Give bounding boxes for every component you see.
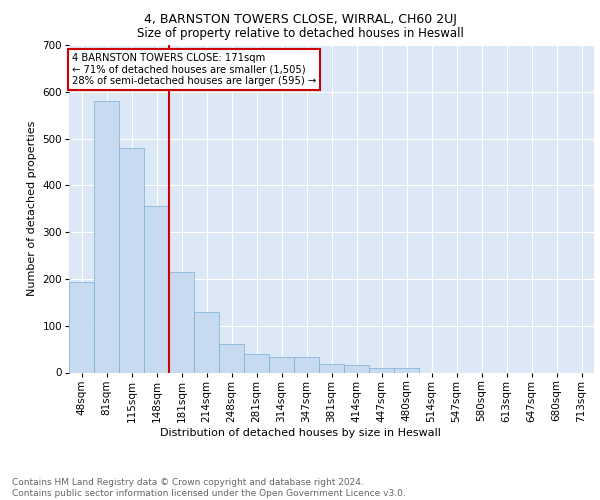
Bar [219,344,244,372]
Bar [144,206,169,372]
Text: Distribution of detached houses by size in Heswall: Distribution of detached houses by size … [160,428,440,438]
Y-axis label: Number of detached properties: Number of detached properties [27,121,37,296]
Bar [69,282,94,372]
Bar [94,101,119,372]
Bar [244,354,269,372]
Bar [294,357,319,372]
Bar [169,272,194,372]
Bar [194,312,219,372]
Text: Contains HM Land Registry data © Crown copyright and database right 2024.
Contai: Contains HM Land Registry data © Crown c… [12,478,406,498]
Bar [369,368,394,372]
Bar [394,368,419,372]
Text: Size of property relative to detached houses in Heswall: Size of property relative to detached ho… [137,28,463,40]
Bar [344,364,369,372]
Bar [119,148,144,372]
Bar [319,364,344,372]
Text: 4, BARNSTON TOWERS CLOSE, WIRRAL, CH60 2UJ: 4, BARNSTON TOWERS CLOSE, WIRRAL, CH60 2… [143,12,457,26]
Text: 4 BARNSTON TOWERS CLOSE: 171sqm
← 71% of detached houses are smaller (1,505)
28%: 4 BARNSTON TOWERS CLOSE: 171sqm ← 71% of… [71,53,316,86]
Bar [269,356,294,372]
